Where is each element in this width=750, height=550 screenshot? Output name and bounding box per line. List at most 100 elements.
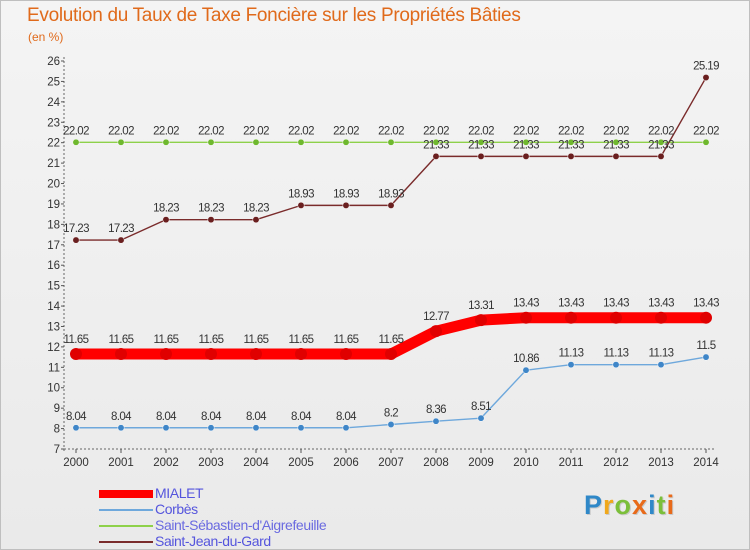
data-label-mialet: 11.65 — [64, 334, 89, 346]
data-label-corbes: 8.04 — [336, 411, 357, 423]
x-tick-label: 2012 — [603, 457, 629, 469]
y-tick-label: 12 — [47, 342, 60, 354]
data-point-saint-jean-du-gard — [432, 152, 440, 160]
data-label-saint-jean-du-gard: 21.33 — [603, 139, 629, 151]
data-point-corbes — [162, 424, 170, 432]
data-point-saint-sebastien-d-aigrefeuille — [387, 138, 395, 146]
data-label-mialet: 11.65 — [199, 334, 224, 346]
chart-unit-label: (en %) — [28, 30, 64, 44]
data-point-corbes — [297, 424, 305, 432]
data-point-saint-jean-du-gard — [387, 201, 395, 209]
x-tick-label: 2005 — [288, 457, 314, 469]
data-label-mialet: 11.65 — [379, 334, 404, 346]
data-point-corbes — [522, 366, 530, 374]
data-point-corbes — [567, 361, 575, 369]
data-point-saint-jean-du-gard — [567, 152, 575, 160]
data-point-saint-jean-du-gard — [117, 236, 125, 244]
data-label-corbes: 11.5 — [696, 340, 715, 352]
data-point-saint-jean-du-gard — [522, 152, 530, 160]
data-label-corbes: 8.04 — [66, 411, 87, 423]
data-label-corbes: 11.13 — [604, 348, 629, 360]
data-point-mialet — [475, 314, 487, 327]
data-point-saint-sebastien-d-aigrefeuille — [297, 138, 305, 146]
data-point-corbes — [612, 361, 620, 369]
data-label-saint-jean-du-gard: 18.23 — [243, 203, 269, 215]
data-label-mialet: 11.65 — [154, 334, 179, 346]
proxiti-logo: Proxiti — [584, 490, 675, 521]
x-tick-label: 2008 — [423, 457, 449, 469]
data-point-corbes — [477, 414, 485, 422]
data-point-saint-jean-du-gard — [702, 74, 710, 81]
data-point-corbes — [117, 424, 125, 432]
data-label-saint-sebastien-d-aigrefeuille: 22.02 — [198, 125, 224, 137]
x-tick-label: 2007 — [378, 457, 404, 469]
data-point-saint-jean-du-gard — [477, 152, 485, 160]
logo-letter: i — [666, 490, 676, 520]
legend-label-mialet: MIALET — [155, 485, 204, 501]
data-label-saint-jean-du-gard: 21.33 — [513, 139, 539, 151]
logo-letter: o — [614, 490, 633, 520]
y-tick-label: 21 — [47, 158, 60, 170]
data-point-saint-sebastien-d-aigrefeuille — [342, 138, 350, 146]
data-point-mialet — [295, 348, 307, 361]
data-point-saint-sebastien-d-aigrefeuille — [477, 138, 485, 146]
data-label-saint-jean-du-gard: 21.33 — [423, 139, 449, 151]
data-point-saint-sebastien-d-aigrefeuille — [567, 138, 575, 146]
data-point-saint-sebastien-d-aigrefeuille — [432, 138, 440, 146]
data-label-saint-jean-du-gard: 17.23 — [108, 223, 134, 235]
data-label-corbes: 8.04 — [291, 411, 312, 423]
data-label-saint-sebastien-d-aigrefeuille: 22.02 — [423, 125, 449, 137]
data-label-mialet: 11.65 — [244, 334, 269, 346]
data-label-corbes: 8.36 — [426, 404, 446, 416]
legend-swatch-saint-jean-du-gard — [99, 541, 153, 543]
data-point-mialet — [160, 348, 172, 361]
y-tick-label: 14 — [47, 301, 60, 313]
y-tick-label: 17 — [47, 240, 60, 252]
data-label-corbes: 11.13 — [649, 348, 674, 360]
legend-label-saint-jean-du-gard: Saint-Jean-du-Gard — [155, 533, 271, 549]
data-point-saint-sebastien-d-aigrefeuille — [252, 138, 260, 146]
data-label-mialet: 11.65 — [109, 334, 134, 346]
x-tick-label: 2006 — [333, 457, 359, 469]
y-tick-label: 9 — [54, 403, 60, 415]
data-point-mialet — [385, 348, 397, 361]
data-point-mialet — [520, 311, 532, 324]
data-label-saint-sebastien-d-aigrefeuille: 22.02 — [558, 125, 584, 137]
data-label-saint-sebastien-d-aigrefeuille: 22.02 — [108, 125, 134, 137]
chart-series — [70, 74, 712, 432]
data-point-saint-sebastien-d-aigrefeuille — [117, 138, 125, 146]
data-point-corbes — [207, 424, 215, 432]
data-point-mialet — [70, 348, 82, 361]
y-tick-label: 13 — [47, 321, 60, 333]
data-point-saint-jean-du-gard — [657, 152, 665, 160]
data-label-mialet: 13.43 — [603, 298, 629, 310]
legend-swatch-saint-sebastien-d-aigrefeuille — [99, 525, 153, 527]
data-label-corbes: 10.86 — [513, 353, 539, 365]
chart-axes: 7 8 9 10 11 12 13 14 15 16 17 18 19 20 21 22 23 24 25 26 200… — [47, 56, 719, 469]
data-point-mialet — [430, 325, 442, 338]
data-label-saint-sebastien-d-aigrefeuille: 22.02 — [603, 125, 629, 137]
y-tick-label: 24 — [47, 97, 60, 109]
y-tick-label: 25 — [47, 76, 60, 88]
data-point-saint-jean-du-gard — [612, 152, 620, 160]
data-point-mialet — [700, 311, 712, 324]
data-label-saint-jean-du-gard: 21.33 — [648, 139, 674, 151]
data-label-mialet: 12.77 — [423, 311, 449, 323]
data-point-corbes — [657, 361, 665, 369]
data-point-saint-jean-du-gard — [72, 236, 80, 244]
data-point-mialet — [565, 311, 577, 324]
data-label-mialet: 13.31 — [468, 300, 494, 312]
data-label-corbes: 8.2 — [384, 407, 398, 419]
data-label-saint-sebastien-d-aigrefeuille: 22.02 — [648, 125, 674, 137]
data-label-saint-sebastien-d-aigrefeuille: 22.02 — [378, 125, 404, 137]
data-point-saint-jean-du-gard — [342, 201, 350, 209]
data-point-saint-jean-du-gard — [297, 201, 305, 209]
data-point-saint-sebastien-d-aigrefeuille — [162, 138, 170, 146]
x-tick-label: 2004 — [243, 457, 269, 469]
logo-letter: P — [584, 490, 604, 520]
data-point-saint-sebastien-d-aigrefeuille — [612, 138, 620, 146]
series-line-saint-jean-du-gard — [75, 76, 707, 241]
y-tick-label: 20 — [47, 179, 60, 191]
